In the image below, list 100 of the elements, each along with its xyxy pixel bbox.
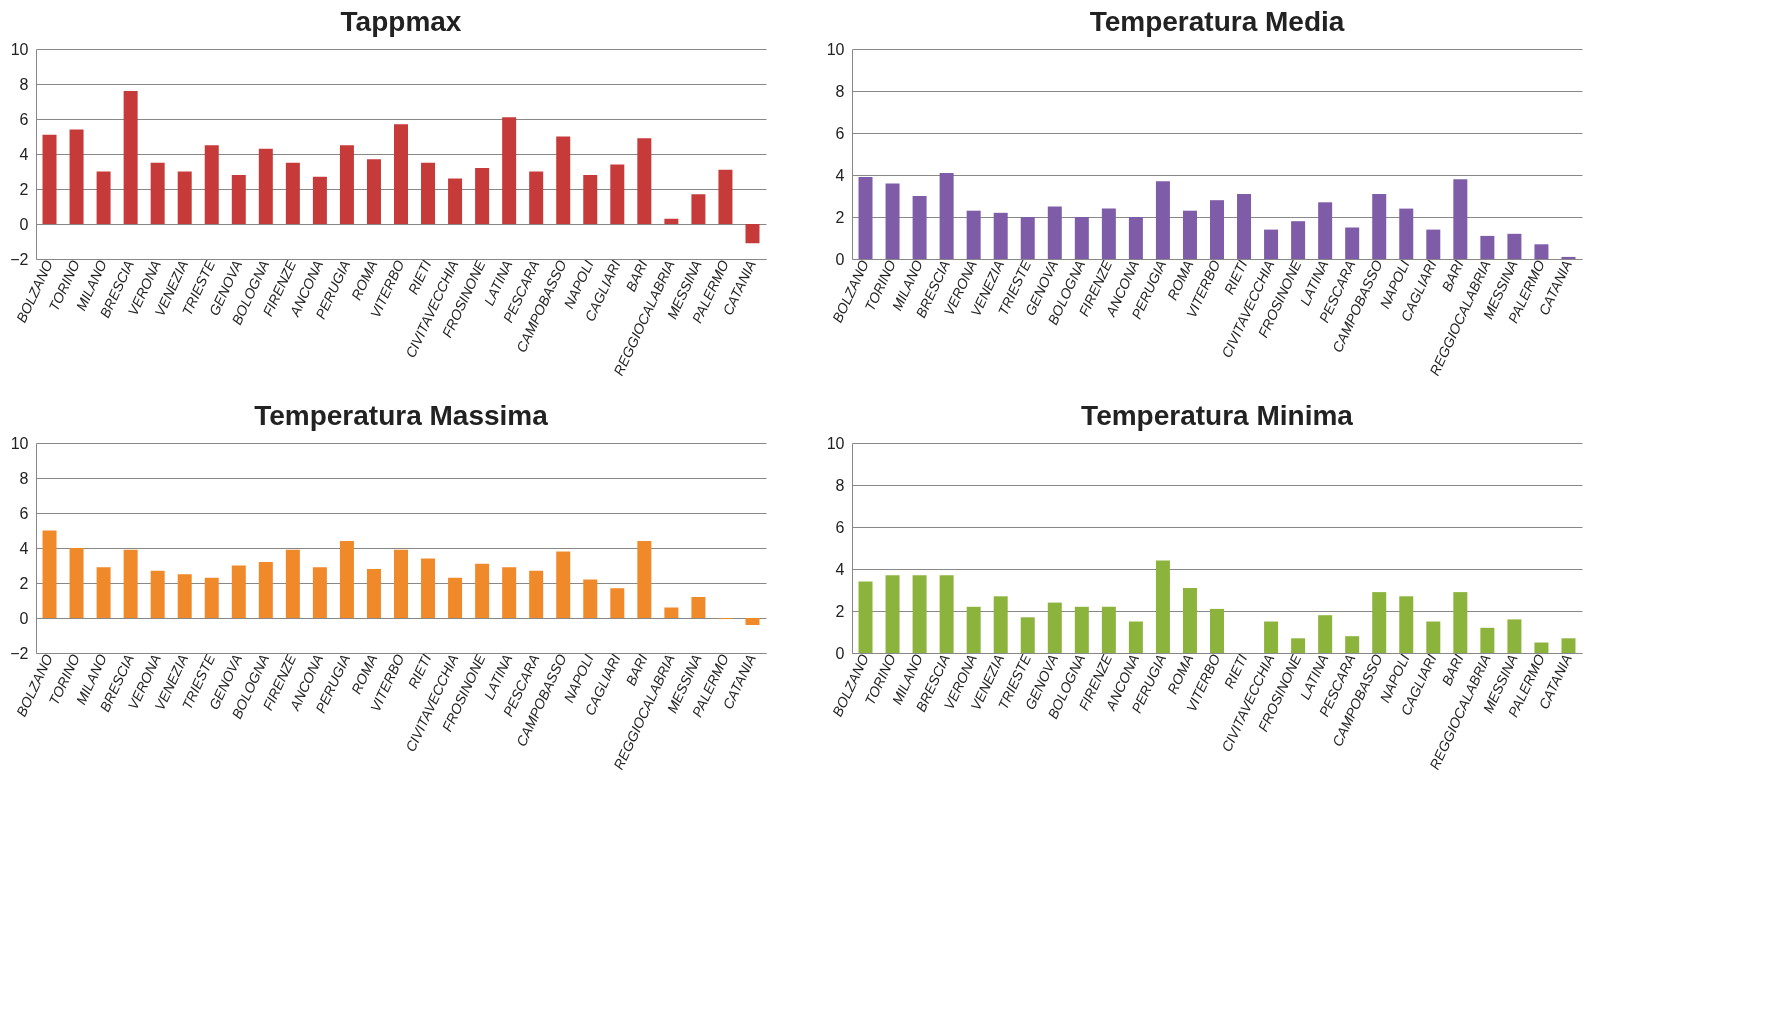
bar (448, 577, 463, 618)
bar (610, 588, 625, 618)
bar (150, 162, 165, 224)
bar (1561, 638, 1576, 653)
bar (939, 575, 954, 653)
bar (366, 159, 381, 224)
bar (1345, 227, 1360, 259)
bar (1020, 617, 1035, 653)
chart-title: Temperatura Minima (1081, 400, 1354, 431)
bar (691, 597, 706, 618)
y-tick-label: 0 (19, 215, 29, 233)
bar (231, 565, 246, 618)
bar (394, 549, 408, 618)
y-tick-label: 2 (835, 208, 845, 226)
bar (150, 570, 165, 618)
bar (339, 541, 354, 618)
bar (123, 91, 138, 224)
chart-title: Temperatura Massima (254, 400, 549, 431)
bar (96, 171, 111, 224)
bar (502, 567, 517, 618)
bar (475, 168, 490, 224)
y-tick-label: 10 (826, 434, 845, 452)
bar (1237, 193, 1252, 259)
bar (285, 162, 300, 224)
bar (885, 183, 900, 259)
bar (96, 567, 111, 618)
y-tick-label: 2 (19, 180, 29, 198)
y-tick-label: 4 (835, 166, 845, 184)
bar (339, 145, 354, 224)
bar (1101, 606, 1116, 653)
bar (1128, 621, 1143, 653)
y-tick-label: 4 (19, 145, 29, 163)
y-tick-label: 4 (19, 539, 29, 557)
y-tick-label: 10 (10, 40, 29, 58)
bar (1101, 208, 1116, 259)
y-tick-label: 8 (19, 469, 29, 487)
bar (1210, 200, 1224, 259)
bar (1561, 256, 1576, 259)
y-tick-label: 6 (835, 518, 845, 536)
bar (745, 224, 760, 244)
bar (1507, 619, 1522, 653)
bar (556, 136, 571, 224)
bar (664, 218, 679, 224)
bar (1426, 621, 1441, 653)
bar (204, 577, 219, 618)
bar (858, 581, 873, 653)
y-tick-label: 6 (19, 110, 29, 128)
bar (858, 177, 873, 259)
bar (1399, 208, 1414, 259)
y-tick-label: 10 (826, 40, 845, 58)
bar (1264, 621, 1279, 653)
bar (177, 574, 192, 618)
bar (42, 530, 57, 618)
bar (745, 618, 760, 625)
bar (1453, 592, 1468, 653)
bar (966, 210, 981, 259)
bar (1534, 244, 1549, 259)
bar (1507, 233, 1522, 259)
bar (1074, 606, 1089, 653)
bar (939, 172, 954, 259)
bar (258, 148, 273, 224)
bar (1264, 229, 1279, 259)
bar (394, 124, 408, 224)
y-tick-label: 8 (835, 82, 845, 100)
y-tick-label: 0 (19, 609, 29, 627)
bar (312, 176, 327, 224)
bar (993, 212, 1008, 259)
bar (529, 570, 544, 618)
bar (204, 145, 219, 224)
bar (1480, 627, 1495, 653)
bar (285, 549, 300, 618)
bar (637, 541, 652, 618)
bar (1074, 217, 1089, 259)
bar (69, 129, 84, 224)
bar (1047, 602, 1062, 653)
bar (312, 567, 327, 618)
bar (912, 575, 927, 653)
bar (231, 175, 246, 224)
bar (366, 569, 381, 618)
bar (637, 138, 652, 224)
bar (448, 178, 463, 224)
bar (42, 134, 57, 224)
y-tick-label: 8 (19, 75, 29, 93)
bar (258, 562, 273, 618)
bar (912, 196, 927, 259)
bar (1318, 615, 1333, 653)
y-tick-label: 2 (835, 602, 845, 620)
y-tick-label: 10 (10, 434, 29, 452)
bar (966, 606, 981, 653)
bar (421, 558, 436, 618)
bar (1182, 210, 1197, 259)
bar (69, 548, 84, 618)
bar (529, 171, 544, 224)
bar (993, 596, 1008, 653)
bar (1155, 560, 1170, 653)
bar (502, 117, 517, 224)
bar (1182, 587, 1197, 653)
bar (1291, 638, 1306, 653)
bar (1047, 206, 1062, 259)
bar (1210, 608, 1224, 653)
